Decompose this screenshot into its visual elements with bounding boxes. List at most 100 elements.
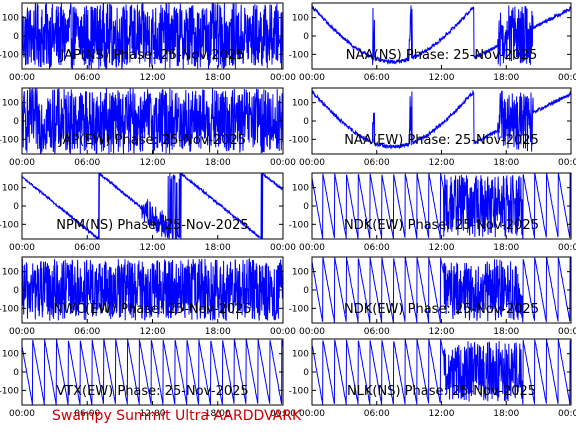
x-tick-label: 00:00 — [558, 327, 576, 337]
y-tick-label: 100 — [2, 268, 19, 278]
y-tick-label: -100 — [0, 50, 19, 60]
y-tick-label: 100 — [2, 184, 19, 194]
y-tick-label: -100 — [289, 135, 310, 145]
y-tick-label: 0 — [303, 32, 309, 42]
y-tick-label: 100 — [292, 350, 309, 360]
x-tick-label: 06:00 — [74, 327, 100, 337]
x-tick-label: 00:00 — [299, 327, 325, 337]
y-tick-label: -100 — [289, 304, 310, 314]
y-tick-label: 0 — [13, 286, 19, 296]
x-tick-label: 00:00 — [9, 73, 35, 83]
y-tick-label: -100 — [289, 50, 310, 60]
y-tick-label: 0 — [13, 32, 19, 42]
phase-series-line — [312, 5, 571, 67]
phase-series-line — [22, 257, 283, 321]
x-tick-label: 18:00 — [493, 73, 519, 83]
panel-title: NDK(EW) Phase: 25-Nov-2025 — [344, 302, 539, 317]
y-tick-label: 100 — [2, 14, 19, 24]
x-tick-label: 00:00 — [558, 409, 576, 419]
chart-panel-1: 100 0 -100 00:00 06:00 12:00 18:00 00:00 NAA(NS)… — [289, 2, 576, 83]
x-tick-label: 00:00 — [9, 243, 35, 253]
panel-title: NPM(NS) Phase: 25-Nov-2025 — [56, 218, 248, 233]
x-tick-label: 18:00 — [205, 243, 231, 253]
x-tick-label: 18:00 — [493, 158, 519, 168]
panel-title: VTX(EW) Phase: 25-Nov-2025 — [56, 384, 248, 399]
x-tick-label: 00:00 — [9, 158, 35, 168]
x-tick-label: 12:00 — [140, 73, 166, 83]
phase-series-line — [312, 89, 571, 152]
y-tick-label: 100 — [2, 350, 19, 360]
x-tick-label: 00:00 — [9, 409, 35, 419]
panel-title: NAA(NS) Phase: 25-Nov-2025 — [346, 48, 537, 63]
panel-title: NLK(NS) Phase: 25-Nov-2025 — [347, 384, 536, 399]
phase-series-line — [22, 173, 283, 239]
x-tick-label: 18:00 — [205, 73, 231, 83]
y-tick-label: 0 — [303, 117, 309, 127]
chart-panels: 100 0 -100 00:00 06:00 12:00 18:00 00:00 JAP(NS)… — [0, 2, 576, 419]
x-tick-label: 00:00 — [558, 243, 576, 253]
x-tick-label: 18:00 — [205, 158, 231, 168]
x-tick-label: 06:00 — [74, 73, 100, 83]
x-tick-label: 12:00 — [429, 409, 455, 419]
panel-title: NDK(EW) Phase: 25-Nov-2025 — [344, 218, 539, 233]
x-tick-label: 00:00 — [558, 73, 576, 83]
x-tick-label: 18:00 — [205, 409, 231, 419]
phase-series-line — [312, 257, 571, 323]
chart-panel-8: 100 0 -100 00:00 06:00 12:00 18:00 00:00 VTX(EW)… — [0, 338, 296, 419]
y-tick-label: 0 — [303, 368, 309, 378]
y-tick-label: -100 — [289, 220, 310, 230]
chart-panel-9: 100 0 -100 00:00 06:00 12:00 18:00 00:00 NLK(NS)… — [289, 338, 576, 419]
y-tick-label: 0 — [13, 368, 19, 378]
chart-panel-3: 100 0 -100 00:00 06:00 12:00 18:00 00:00 NAA(EW)… — [289, 87, 576, 168]
x-tick-label: 06:00 — [364, 327, 390, 337]
x-tick-label: 12:00 — [429, 243, 455, 253]
panel-title: NWC(EW) Phase: 25-Nov-2025 — [53, 302, 251, 317]
y-tick-label: -100 — [0, 220, 19, 230]
panel-title: NAA(EW) Phase: 25-Nov-2025 — [344, 133, 539, 148]
x-tick-label: 00:00 — [270, 243, 296, 253]
x-tick-label: 00:00 — [270, 73, 296, 83]
x-tick-label: 12:00 — [140, 327, 166, 337]
x-tick-label: 18:00 — [493, 409, 519, 419]
phase-series-line — [312, 339, 571, 405]
chart-panel-0: 100 0 -100 00:00 06:00 12:00 18:00 00:00 JAP(NS)… — [0, 2, 296, 83]
x-tick-label: 00:00 — [299, 243, 325, 253]
phase-series-line — [312, 173, 571, 239]
x-tick-label: 12:00 — [429, 327, 455, 337]
chart-panel-6: 100 0 -100 00:00 06:00 12:00 18:00 00:00 NWC(EW)… — [0, 256, 296, 337]
panel-title: JAP(EW) Phase: 25-Nov-2025 — [58, 133, 246, 148]
y-tick-label: -100 — [0, 386, 19, 396]
x-tick-label: 12:00 — [140, 243, 166, 253]
x-tick-label: 12:00 — [429, 158, 455, 168]
x-tick-label: 00:00 — [299, 73, 325, 83]
x-tick-label: 18:00 — [205, 327, 231, 337]
x-tick-label: 00:00 — [558, 158, 576, 168]
y-tick-label: 0 — [303, 286, 309, 296]
x-tick-label: 06:00 — [74, 409, 100, 419]
y-tick-label: 100 — [2, 99, 19, 109]
chart-panel-4: 100 0 -100 00:00 06:00 12:00 18:00 00:00 NPM(NS)… — [0, 172, 296, 253]
phase-series-line — [22, 3, 283, 69]
footer-station-name: Swampy Summit Ultra AARDDVARK — [52, 408, 302, 424]
phase-series-line — [22, 339, 283, 405]
chart-panel-7: 100 0 -100 00:00 06:00 12:00 18:00 00:00 NDK(EW)… — [289, 256, 576, 337]
y-tick-label: 100 — [292, 99, 309, 109]
y-tick-label: 100 — [292, 184, 309, 194]
panel-title: JAP(NS) Phase: 25-Nov-2025 — [60, 48, 245, 63]
x-tick-label: 00:00 — [9, 327, 35, 337]
y-tick-label: -100 — [0, 304, 19, 314]
y-tick-label: -100 — [0, 135, 19, 145]
x-tick-label: 12:00 — [140, 409, 166, 419]
chart-panel-2: 100 0 -100 00:00 06:00 12:00 18:00 00:00 JAP(EW)… — [0, 87, 296, 168]
y-tick-label: 0 — [303, 202, 309, 212]
x-tick-label: 06:00 — [364, 243, 390, 253]
x-tick-label: 12:00 — [429, 73, 455, 83]
chart-panel-5: 100 0 -100 00:00 06:00 12:00 18:00 00:00 NDK(EW)… — [289, 172, 576, 253]
x-tick-label: 06:00 — [74, 158, 100, 168]
x-tick-label: 06:00 — [364, 158, 390, 168]
x-tick-label: 06:00 — [364, 73, 390, 83]
x-tick-label: 00:00 — [299, 158, 325, 168]
x-tick-label: 00:00 — [270, 158, 296, 168]
x-tick-label: 06:00 — [74, 243, 100, 253]
